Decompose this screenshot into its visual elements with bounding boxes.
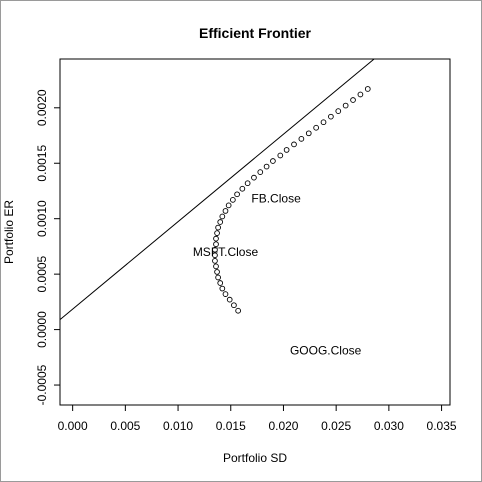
frontier-point xyxy=(263,163,270,170)
chart-title: Efficient Frontier xyxy=(199,25,312,41)
x-tick-label: 0.025 xyxy=(321,419,351,433)
frontier-point xyxy=(257,169,264,175)
x-tick-label: 0.015 xyxy=(216,419,246,433)
frontier-point xyxy=(226,296,233,303)
frontier-point xyxy=(305,130,312,137)
frontier-point xyxy=(214,230,220,236)
frontier-point xyxy=(225,202,232,209)
y-tick-label: 0.0010 xyxy=(35,200,49,237)
frontier-point xyxy=(270,158,276,164)
frontier-point xyxy=(251,174,257,181)
frontier-point xyxy=(230,196,236,203)
frontier-point xyxy=(328,113,334,120)
frontier-point xyxy=(212,252,218,259)
x-tick-label: 0.035 xyxy=(427,419,457,433)
frontier-point xyxy=(239,185,246,192)
frontier-point xyxy=(298,135,305,142)
y-axis: -0.0005 0.0000 0.0005 0.0010 0.0015 0.0020 xyxy=(35,89,60,405)
frontier-point xyxy=(213,235,219,242)
tangent-line xyxy=(60,59,375,320)
plot-content: FB.Close MSFT.Close GOOG.Close xyxy=(60,59,375,358)
x-tick-label: 0.020 xyxy=(268,419,298,433)
frontier-point xyxy=(212,246,218,253)
x-axis: 0.000 0.005 0.010 0.015 0.020 0.025 0.030 0.035 xyxy=(58,405,457,433)
frontier-point xyxy=(222,208,229,214)
y-tick-label: -0.0005 xyxy=(35,364,49,405)
frontier-point xyxy=(234,191,240,198)
y-tick-label: 0.0005 xyxy=(35,255,49,292)
y-axis-label: Portfolio ER xyxy=(2,200,16,264)
frontier-point xyxy=(219,285,226,292)
plot-area xyxy=(59,58,451,406)
frontier-point xyxy=(213,263,219,270)
asset-label: GOOG.Close xyxy=(290,344,362,358)
frontier-point xyxy=(244,180,251,187)
x-tick-label: 0.000 xyxy=(58,419,88,433)
x-tick-label: 0.005 xyxy=(110,419,140,433)
frontier-point xyxy=(214,269,220,275)
frontier-point xyxy=(342,102,349,109)
frontier-point xyxy=(213,241,219,248)
frontier-point xyxy=(335,108,342,114)
frontier-point xyxy=(277,152,284,159)
y-tick-label: 0.0000 xyxy=(35,311,49,348)
frontier-point xyxy=(357,91,364,98)
frontier-point xyxy=(364,86,371,92)
asset-label: FB.Close xyxy=(251,192,301,206)
frontier-point xyxy=(283,147,290,153)
x-axis-label: Portfolio SD xyxy=(223,451,287,465)
y-tick-label: 0.0015 xyxy=(35,145,49,182)
y-tick-label: 0.0020 xyxy=(35,89,49,126)
frontier-point xyxy=(215,274,221,281)
frontier-point xyxy=(231,302,237,309)
frontier-point xyxy=(222,291,229,297)
frontier-point xyxy=(350,97,356,103)
frontier-point xyxy=(217,280,224,286)
frontier-point xyxy=(217,219,224,225)
x-tick-label: 0.010 xyxy=(163,419,193,433)
frontier-point xyxy=(235,307,241,314)
x-tick-label: 0.030 xyxy=(374,419,404,433)
frontier-point xyxy=(291,141,297,148)
frontier-point xyxy=(219,213,226,220)
frontier-point xyxy=(212,257,218,264)
asset-label: MSFT.Close xyxy=(193,245,259,259)
frontier-point xyxy=(313,124,319,131)
frontier-point xyxy=(215,224,221,231)
frontier-point xyxy=(320,119,327,126)
